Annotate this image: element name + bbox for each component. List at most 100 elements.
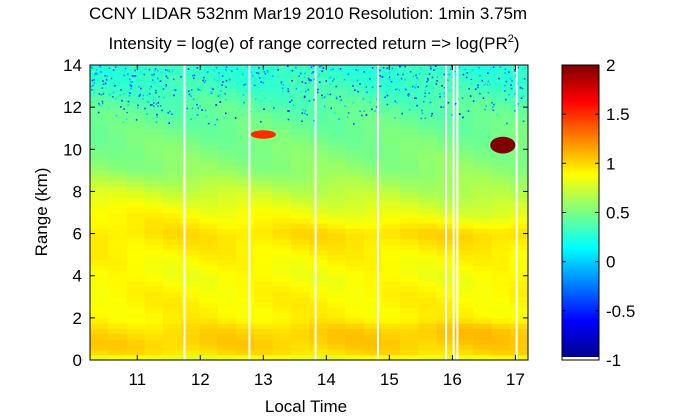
heatmap-cell [108, 96, 128, 103]
heatmap-cell [199, 117, 219, 124]
heatmap-cell [181, 144, 201, 150]
noise-speck [124, 67, 127, 70]
heatmap-cell [144, 196, 164, 203]
noise-speck [188, 73, 190, 76]
noise-speck [120, 106, 122, 108]
heatmap-cell [309, 270, 328, 277]
noise-speck [166, 77, 169, 79]
heatmap-cell [254, 249, 274, 256]
heatmap-cell [217, 270, 237, 277]
noise-speck [305, 99, 308, 102]
heatmap-cell [144, 233, 164, 240]
heatmap-cell [363, 128, 383, 135]
heatmap-cell [90, 286, 109, 293]
heatmap-cell [272, 86, 292, 92]
noise-speck [129, 78, 131, 81]
heatmap-cell [181, 280, 201, 287]
heatmap-cell [126, 201, 146, 208]
heatmap-cell [199, 159, 219, 166]
noise-speck [92, 84, 94, 87]
noise-speck [514, 68, 516, 71]
noise-speck [209, 66, 212, 69]
heatmap-cell [90, 80, 109, 87]
heatmap-cell [327, 328, 347, 335]
noise-speck [338, 118, 340, 120]
heatmap-cell [126, 280, 146, 287]
noise-speck [240, 74, 242, 77]
noise-speck [152, 75, 155, 78]
heatmap-cell [345, 344, 365, 351]
heatmap-cell [217, 323, 237, 329]
heatmap-cell [400, 317, 420, 324]
heatmap-cell [144, 122, 164, 129]
heatmap-cell [254, 165, 274, 171]
heatmap-cell [163, 344, 182, 351]
noise-speck [266, 69, 269, 72]
heatmap-cell [382, 259, 401, 266]
heatmap-cell [126, 270, 146, 277]
heatmap-cell [363, 302, 383, 308]
noise-speck [98, 103, 101, 106]
noise-speck [441, 108, 443, 110]
heatmap-cell [90, 217, 109, 224]
noise-speck [234, 117, 237, 119]
heatmap-cell [90, 191, 109, 198]
heatmap-cell [363, 296, 383, 303]
noise-speck [274, 68, 276, 70]
noise-speck [365, 71, 367, 73]
heatmap-cell [144, 259, 164, 266]
noise-speck [159, 67, 162, 70]
heatmap-cell [108, 107, 128, 114]
noise-speck [303, 96, 306, 99]
heatmap-cell [345, 165, 365, 171]
heatmap-cell [491, 154, 511, 161]
heatmap-cell [108, 175, 128, 182]
heatmap-cell [236, 302, 255, 308]
heatmap-cell [509, 159, 528, 166]
noise-speck [344, 93, 346, 95]
noise-speck [336, 77, 338, 79]
noise-speck [399, 89, 402, 91]
noise-speck [287, 110, 289, 112]
heatmap-cell [455, 191, 474, 198]
heatmap-cell [327, 238, 347, 245]
heatmap-cell [327, 212, 347, 219]
noise-speck [470, 82, 473, 85]
heatmap-cell [473, 65, 493, 71]
noise-speck [190, 92, 192, 94]
heatmap-cell [181, 354, 201, 360]
heatmap-cell [382, 312, 401, 319]
noise-speck [204, 79, 207, 82]
noise-speck [95, 69, 98, 71]
noise-speck [346, 116, 349, 118]
noise-speck [523, 79, 526, 81]
noise-speck [204, 118, 207, 121]
heatmap-cell [382, 117, 401, 124]
heatmap-cell [290, 207, 310, 214]
noise-speck [129, 92, 131, 94]
noise-speck [207, 121, 209, 123]
heatmap-cell [473, 149, 493, 156]
heatmap-cell [236, 159, 255, 166]
noise-speck [193, 77, 195, 80]
heatmap-cell [363, 96, 383, 103]
heatmap-cell [418, 117, 438, 124]
noise-speck [304, 105, 307, 108]
noise-speck [244, 83, 247, 86]
noise-speck [135, 119, 138, 121]
noise-speck [104, 82, 107, 85]
heatmap-cell [217, 191, 237, 198]
heatmap-cell [144, 307, 164, 314]
heatmap-cell [473, 191, 493, 198]
heatmap-cell [163, 101, 182, 108]
noise-speck [365, 114, 368, 116]
heatmap-cell [90, 212, 109, 219]
heatmap-cell [290, 65, 310, 71]
heatmap-cell [290, 323, 310, 329]
chart-subtitle: Intensity = log(e) of range corrected re… [108, 33, 519, 53]
noise-speck [100, 71, 102, 73]
heatmap-cell [509, 191, 528, 198]
heatmap-cell [400, 338, 420, 345]
noise-speck [161, 109, 163, 112]
heatmap-cell [345, 112, 365, 119]
